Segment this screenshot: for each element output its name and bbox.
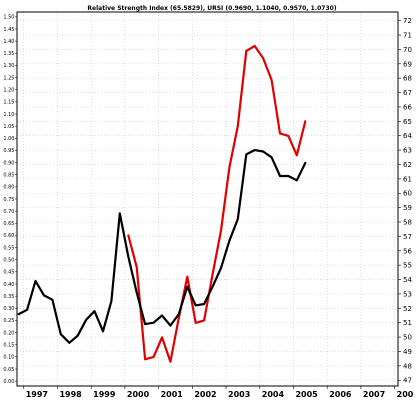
right-tick-label: 49 [403,348,412,356]
x-tick-label: 2006 [329,390,352,399]
right-tick-label: 48 [403,362,412,370]
x-tick-label: 200 [397,390,414,399]
left-tick-label: 0.90 [3,160,14,166]
right-tick-label: 69 [403,60,412,68]
x-tick-label: 2007 [363,390,385,399]
right-axis-ticks: 47 48 49 50 51 52 53 54 55 56 57 58 59 60 61 62 63 64 65 66… [398,17,412,385]
x-tick-label: 1997 [26,390,48,399]
right-tick-label: 57 [403,233,412,241]
x-tick-label: 2005 [295,390,318,399]
left-tick-label: 0.50 [3,258,14,264]
left-tick-label: 1.15 [3,100,14,106]
right-tick-label: 64 [403,132,412,140]
right-tick-label: 72 [403,17,412,25]
right-tick-label: 54 [403,276,412,284]
left-tick-label: 0.55 [3,245,14,251]
left-tick-label: 0.40 [3,282,14,288]
left-tick-label: 1.45 [3,27,14,33]
left-tick-label: 0.45 [3,270,14,276]
left-tick-label: 0.80 [3,185,14,191]
right-tick-label: 67 [403,89,412,97]
chart-title: Relative Strength Index (65.5829), URSI … [87,5,336,12]
right-tick-label: 63 [403,147,412,155]
left-tick-label: 1.20 [3,88,14,94]
right-tick-label: 68 [403,75,412,83]
left-tick-label: 1.35 [3,51,14,57]
right-tick-label: 51 [403,319,412,327]
right-tick-label: 65 [403,118,412,126]
x-tick-label: 2003 [228,390,250,399]
left-tick-label: 1.40 [3,39,14,45]
right-tick-label: 71 [403,32,412,40]
left-tick-label: 0.10 [3,355,14,361]
x-tick-label: 2004 [262,390,285,399]
left-axis-ticks: 0.00 0.05 0.10 0.15 0.20 0.25 0.30 0.35 0.40 0.45… [3,15,17,385]
left-tick-label: 0.75 [3,197,14,203]
right-tick-label: 52 [403,305,412,313]
left-tick-label: 0.00 [3,379,14,385]
x-axis-ticks: 1997 1998 1999 2000 2001 2002 2003 2004 2005 2006… [23,386,414,399]
left-tick-label: 0.85 [3,173,14,179]
series-red-line [127,44,307,363]
x-tick-label: 1999 [93,390,116,399]
right-tick-label: 59 [403,204,412,212]
left-tick-label: 0.05 [3,367,14,373]
right-tick-label: 60 [403,190,412,198]
right-tick-label: 58 [403,219,412,227]
right-tick-label: 62 [403,161,412,169]
x-tick-label: 1998 [59,390,82,399]
left-tick-label: 0.70 [3,209,14,215]
left-tick-label: 1.25 [3,75,14,81]
left-tick-label: 0.60 [3,233,14,239]
left-tick-label: 0.35 [3,294,14,300]
right-tick-label: 47 [403,377,412,385]
right-tick-label: 66 [403,103,412,111]
left-tick-label: 1.50 [3,15,14,21]
left-tick-label: 0.20 [3,330,14,336]
x-tick-label: 2001 [161,390,184,399]
left-tick-label: 1.30 [3,63,14,69]
right-tick-label: 55 [403,262,412,270]
series-black-line [17,149,307,344]
right-tick-label: 50 [403,334,412,342]
right-tick-label: 53 [403,290,412,298]
left-tick-label: 0.15 [3,343,14,349]
right-tick-label: 56 [403,247,412,255]
left-tick-label: 1.05 [3,124,14,130]
grid-lines [17,12,398,386]
series-lines [17,44,307,363]
left-tick-label: 0.25 [3,318,14,324]
left-tick-label: 1.10 [3,112,14,118]
right-tick-label: 70 [403,46,412,54]
right-tick-label: 61 [403,175,412,183]
left-tick-label: 0.95 [3,148,14,154]
left-tick-label: 0.65 [3,221,14,227]
left-tick-label: 1.00 [3,136,14,142]
plot-frame [16,11,399,387]
x-tick-label: 2002 [194,390,216,399]
left-tick-label: 0.30 [3,306,14,312]
x-tick-label: 2000 [127,390,150,399]
